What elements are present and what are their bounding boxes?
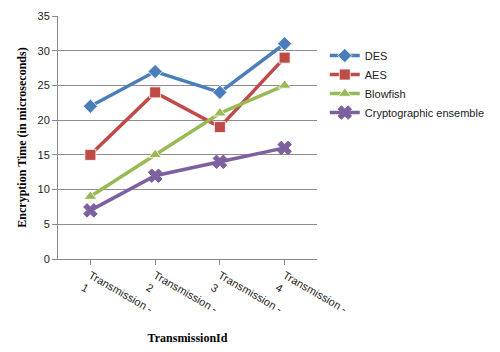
svg-text:0: 0 (44, 253, 50, 265)
svg-text:30: 30 (38, 45, 50, 57)
svg-text:TransmissionId: TransmissionId (148, 331, 228, 345)
svg-text:35: 35 (38, 10, 50, 22)
svg-text:Transmission -4: Transmission -4 (274, 269, 350, 328)
svg-text:Cryptographic ensemble: Cryptographic ensemble (365, 107, 484, 119)
svg-text:DES: DES (365, 50, 388, 62)
svg-text:Blowfish: Blowfish (365, 88, 406, 100)
svg-text:Transmission -2: Transmission -2 (144, 269, 220, 328)
svg-text:Transmission -1: Transmission -1 (79, 269, 155, 328)
svg-text:25: 25 (38, 79, 50, 91)
svg-text:Encryption Time (in microsecon: Encryption Time (in microseconds) (15, 47, 29, 227)
svg-text:5: 5 (44, 218, 50, 230)
svg-text:20: 20 (38, 114, 50, 126)
svg-text:10: 10 (38, 183, 50, 195)
svg-text:AES: AES (365, 69, 387, 81)
svg-text:Transmission -3: Transmission -3 (209, 269, 285, 328)
svg-text:15: 15 (38, 149, 50, 161)
